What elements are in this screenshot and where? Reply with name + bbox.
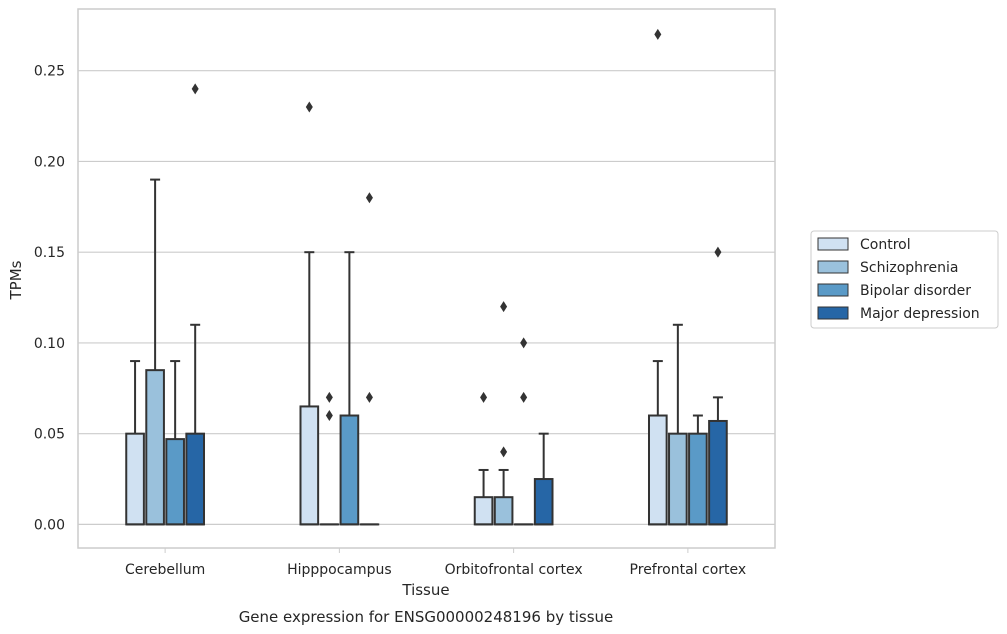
outlier-marker xyxy=(325,391,333,403)
legend: Control Schizophrenia Bipolar disorder Majo… xyxy=(810,230,999,329)
outlier-marker xyxy=(365,391,373,403)
legend-label: Schizophrenia xyxy=(860,260,958,276)
box-major-depression xyxy=(359,192,380,526)
box-bipolar-disorder xyxy=(513,337,534,526)
box xyxy=(688,432,708,526)
box-major-depression xyxy=(708,246,728,526)
box xyxy=(185,432,206,526)
legend-label: Control xyxy=(860,237,911,253)
x-tick-label: Prefrontal cortex xyxy=(630,562,747,578)
outlier-marker xyxy=(520,391,528,403)
y-tick-label: 0.10 xyxy=(34,336,65,352)
y-tick-labels: 0.00 0.05 0.10 0.15 0.20 0.25 xyxy=(34,64,65,534)
y-tick-label: 0.25 xyxy=(34,64,65,80)
box-schizophrenia xyxy=(319,391,340,526)
box xyxy=(299,405,320,526)
box xyxy=(339,414,360,526)
box-schizophrenia xyxy=(493,301,514,526)
legend-label: Major depression xyxy=(860,306,980,322)
outlier-marker xyxy=(305,101,313,113)
outlier-marker xyxy=(520,337,528,349)
box xyxy=(533,478,554,526)
box-schizophrenia xyxy=(145,178,165,526)
chart-caption: Gene expression for ENSG00000248196 by t… xyxy=(239,608,614,626)
box xyxy=(493,496,514,526)
legend-swatch xyxy=(817,260,849,274)
plot-frame xyxy=(77,8,776,549)
box-groups xyxy=(125,28,728,526)
box xyxy=(145,369,165,526)
box xyxy=(668,432,688,526)
box-bipolar-disorder xyxy=(165,360,185,526)
outlier-marker xyxy=(714,246,722,258)
box xyxy=(647,414,668,526)
box xyxy=(165,438,185,526)
outlier-marker xyxy=(480,391,488,403)
legend-swatch xyxy=(817,306,849,320)
outlier-marker xyxy=(365,192,373,204)
legend-label: Bipolar disorder xyxy=(860,283,971,299)
box-bipolar-disorder xyxy=(339,251,360,526)
box-control xyxy=(647,28,668,526)
x-tick-labels: Cerebellum Hipppocampus Orbitofrontal cort… xyxy=(125,548,746,578)
x-tick-label: Orbitofrontal cortex xyxy=(445,562,583,578)
y-axis-label: TPMs xyxy=(7,260,25,300)
y-tick-label: 0.20 xyxy=(34,154,65,170)
box-schizophrenia xyxy=(668,323,688,526)
box-control xyxy=(125,360,145,526)
box-major-depression xyxy=(185,83,206,526)
box xyxy=(125,432,145,526)
x-tick-label: Cerebellum xyxy=(125,562,205,578)
outlier-marker xyxy=(500,446,508,458)
box-major-depression xyxy=(533,432,554,526)
y-tick-label: 0.05 xyxy=(34,427,65,443)
outlier-marker xyxy=(325,410,333,422)
outlier-marker xyxy=(654,28,662,40)
box xyxy=(708,419,728,526)
outlier-marker xyxy=(191,83,199,95)
legend-swatch xyxy=(817,237,849,251)
y-tick-label: 0.15 xyxy=(34,245,65,261)
legend-frame xyxy=(810,230,999,329)
outlier-marker xyxy=(500,301,508,313)
box-control xyxy=(299,101,320,526)
box-bipolar-disorder xyxy=(688,414,708,526)
x-tick-label: Hipppocampus xyxy=(287,562,392,578)
x-axis-label: Tissue xyxy=(401,581,449,599)
y-tick-label: 0.00 xyxy=(34,517,65,533)
box-control xyxy=(473,391,494,526)
legend-swatch xyxy=(817,283,849,297)
box xyxy=(473,496,494,526)
